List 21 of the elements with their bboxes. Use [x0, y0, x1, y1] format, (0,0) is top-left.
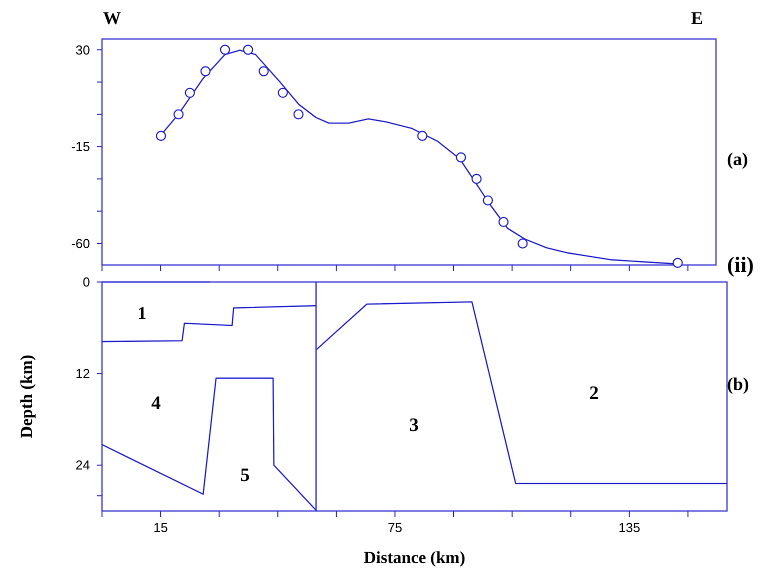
x-tick-label: 135 [618, 520, 640, 535]
y-tick-label: 12 [76, 366, 90, 382]
annotation: 4 [151, 393, 162, 414]
annotation: (b) [727, 374, 750, 394]
annotation: 3 [409, 415, 419, 436]
text: W [103, 8, 121, 28]
text: E [690, 8, 704, 28]
y-tick-label: -15 [71, 139, 90, 154]
annotation: 5 [240, 465, 250, 486]
y-tick-label: 24 [76, 458, 90, 473]
y-tick-label: 30 [76, 42, 90, 58]
text: (ii) [727, 252, 754, 277]
annotation: 2 [589, 383, 599, 404]
y-axis-title: Depth (km) [17, 354, 36, 438]
annotation: 1 [138, 303, 146, 323]
y-tick-label: -60 [71, 236, 90, 251]
x-axis-title: Distance (km) [364, 548, 466, 567]
text: (a) [727, 149, 748, 169]
x-tick-label: 15 [153, 520, 168, 535]
y-tick-label: 0 [82, 274, 90, 290]
x-tick-label: 75 [388, 520, 402, 535]
